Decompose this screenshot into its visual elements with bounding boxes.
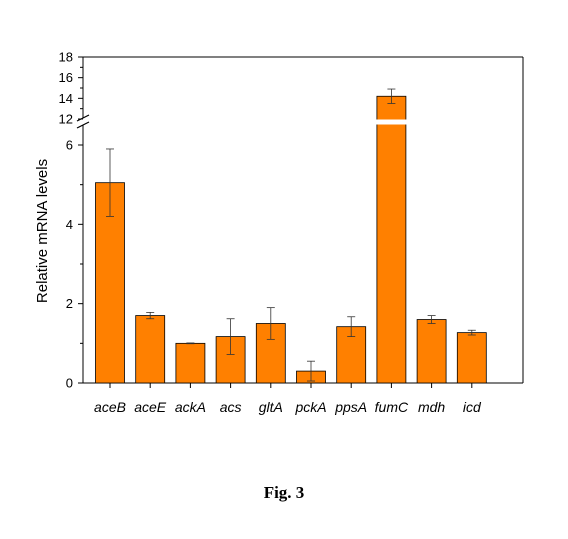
x-tick-label-acs: acs [220, 399, 242, 415]
x-tick-label-icd: icd [463, 399, 482, 415]
bar-break-gap [375, 119, 407, 125]
x-tick-label-aceB: aceB [94, 399, 126, 415]
x-tick-label-ackA: ackA [175, 399, 206, 415]
y-tick-label: 0 [66, 376, 73, 391]
y-tick-label: 12 [59, 112, 73, 127]
bar-aceE [135, 315, 166, 384]
y-axis-label: Relative mRNA levels [34, 159, 51, 303]
x-tick-label-aceE: aceE [134, 399, 167, 415]
axis-break-mark [76, 114, 90, 122]
bar-mdh [416, 319, 447, 384]
bar-fumC [376, 95, 407, 384]
bar-ackA [175, 342, 206, 384]
x-tick-label-mdh: mdh [418, 399, 445, 415]
x-tick-label-gltA: gltA [259, 399, 283, 415]
x-tick-label-pckA: pckA [294, 399, 326, 415]
y-tick-label: 6 [66, 138, 73, 153]
axis-break-mark [76, 121, 90, 129]
bars-group [95, 88, 487, 384]
figure-caption: Fig. 3 [264, 483, 305, 502]
y-tick-label: 18 [59, 50, 73, 65]
y-tick-label: 16 [59, 70, 73, 85]
y-tick-label: 4 [66, 217, 73, 232]
bar-icd [456, 332, 487, 384]
x-tick-label-ppsA: ppsA [334, 399, 367, 415]
x-tick-label-fumC: fumC [375, 399, 409, 415]
y-tick-label: 2 [66, 296, 73, 311]
y-tick-label: 14 [59, 91, 73, 106]
axes-group: 0 2 4 6 12 14 16 18 aceB aceE ackA acs gltA pckA ppsA f… [59, 50, 482, 416]
